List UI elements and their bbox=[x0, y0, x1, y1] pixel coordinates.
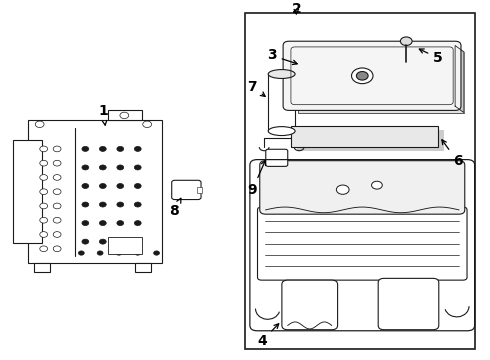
Text: 2: 2 bbox=[292, 2, 301, 16]
Bar bbox=[108, 237, 142, 255]
FancyBboxPatch shape bbox=[260, 161, 465, 214]
Circle shape bbox=[99, 221, 106, 226]
FancyBboxPatch shape bbox=[378, 278, 439, 330]
Circle shape bbox=[40, 203, 48, 209]
Ellipse shape bbox=[268, 127, 295, 135]
Bar bbox=[197, 187, 202, 193]
Circle shape bbox=[40, 189, 48, 194]
Circle shape bbox=[117, 239, 123, 244]
Circle shape bbox=[53, 203, 61, 209]
Bar bbox=[298, 52, 464, 113]
Circle shape bbox=[134, 147, 141, 152]
Circle shape bbox=[143, 121, 151, 127]
Circle shape bbox=[53, 189, 61, 194]
Text: 4: 4 bbox=[257, 324, 279, 348]
Circle shape bbox=[53, 160, 61, 166]
Circle shape bbox=[40, 160, 48, 166]
Circle shape bbox=[82, 165, 89, 170]
Circle shape bbox=[53, 246, 61, 252]
Bar bbox=[245, 13, 475, 348]
Circle shape bbox=[40, 146, 48, 152]
Circle shape bbox=[53, 175, 61, 180]
Circle shape bbox=[35, 121, 44, 127]
Bar bbox=[13, 140, 42, 243]
Bar bbox=[34, 263, 50, 271]
Circle shape bbox=[120, 112, 129, 118]
Circle shape bbox=[99, 147, 106, 152]
FancyBboxPatch shape bbox=[282, 280, 338, 330]
Circle shape bbox=[351, 68, 373, 84]
Circle shape bbox=[40, 231, 48, 237]
Circle shape bbox=[40, 246, 48, 252]
Bar bbox=[292, 126, 438, 147]
FancyBboxPatch shape bbox=[266, 149, 288, 166]
Circle shape bbox=[82, 239, 89, 244]
Circle shape bbox=[400, 37, 412, 45]
Bar bbox=[27, 120, 162, 263]
Circle shape bbox=[82, 202, 89, 207]
Circle shape bbox=[117, 184, 123, 189]
Bar bbox=[268, 74, 295, 131]
Text: 5: 5 bbox=[419, 49, 443, 65]
Circle shape bbox=[97, 251, 103, 255]
Circle shape bbox=[356, 72, 368, 80]
Circle shape bbox=[116, 251, 122, 255]
Circle shape bbox=[99, 239, 106, 244]
Circle shape bbox=[53, 231, 61, 237]
Circle shape bbox=[40, 175, 48, 180]
Text: 6: 6 bbox=[442, 140, 463, 168]
Text: 9: 9 bbox=[247, 161, 266, 197]
Circle shape bbox=[134, 202, 141, 207]
Bar bbox=[297, 130, 444, 152]
Text: 1: 1 bbox=[98, 104, 108, 125]
Circle shape bbox=[78, 251, 84, 255]
Bar bbox=[135, 263, 151, 271]
FancyBboxPatch shape bbox=[283, 41, 461, 111]
Circle shape bbox=[53, 217, 61, 223]
Circle shape bbox=[134, 239, 141, 244]
Circle shape bbox=[154, 251, 159, 255]
Circle shape bbox=[117, 202, 123, 207]
Circle shape bbox=[117, 147, 123, 152]
Circle shape bbox=[99, 165, 106, 170]
Circle shape bbox=[134, 184, 141, 189]
Polygon shape bbox=[455, 45, 464, 113]
Circle shape bbox=[371, 181, 382, 189]
Circle shape bbox=[117, 165, 123, 170]
Circle shape bbox=[134, 165, 141, 170]
Circle shape bbox=[134, 221, 141, 226]
Circle shape bbox=[82, 184, 89, 189]
Circle shape bbox=[82, 221, 89, 226]
Circle shape bbox=[336, 185, 349, 194]
FancyBboxPatch shape bbox=[258, 207, 467, 280]
Circle shape bbox=[53, 146, 61, 152]
Circle shape bbox=[117, 221, 123, 226]
Circle shape bbox=[99, 184, 106, 189]
Circle shape bbox=[82, 147, 89, 152]
Circle shape bbox=[135, 251, 141, 255]
Text: 3: 3 bbox=[267, 49, 297, 64]
Text: 8: 8 bbox=[169, 198, 181, 218]
Bar bbox=[108, 111, 142, 120]
Circle shape bbox=[99, 202, 106, 207]
Ellipse shape bbox=[268, 69, 295, 78]
FancyBboxPatch shape bbox=[172, 180, 201, 199]
Text: 7: 7 bbox=[247, 80, 265, 96]
Circle shape bbox=[40, 217, 48, 223]
